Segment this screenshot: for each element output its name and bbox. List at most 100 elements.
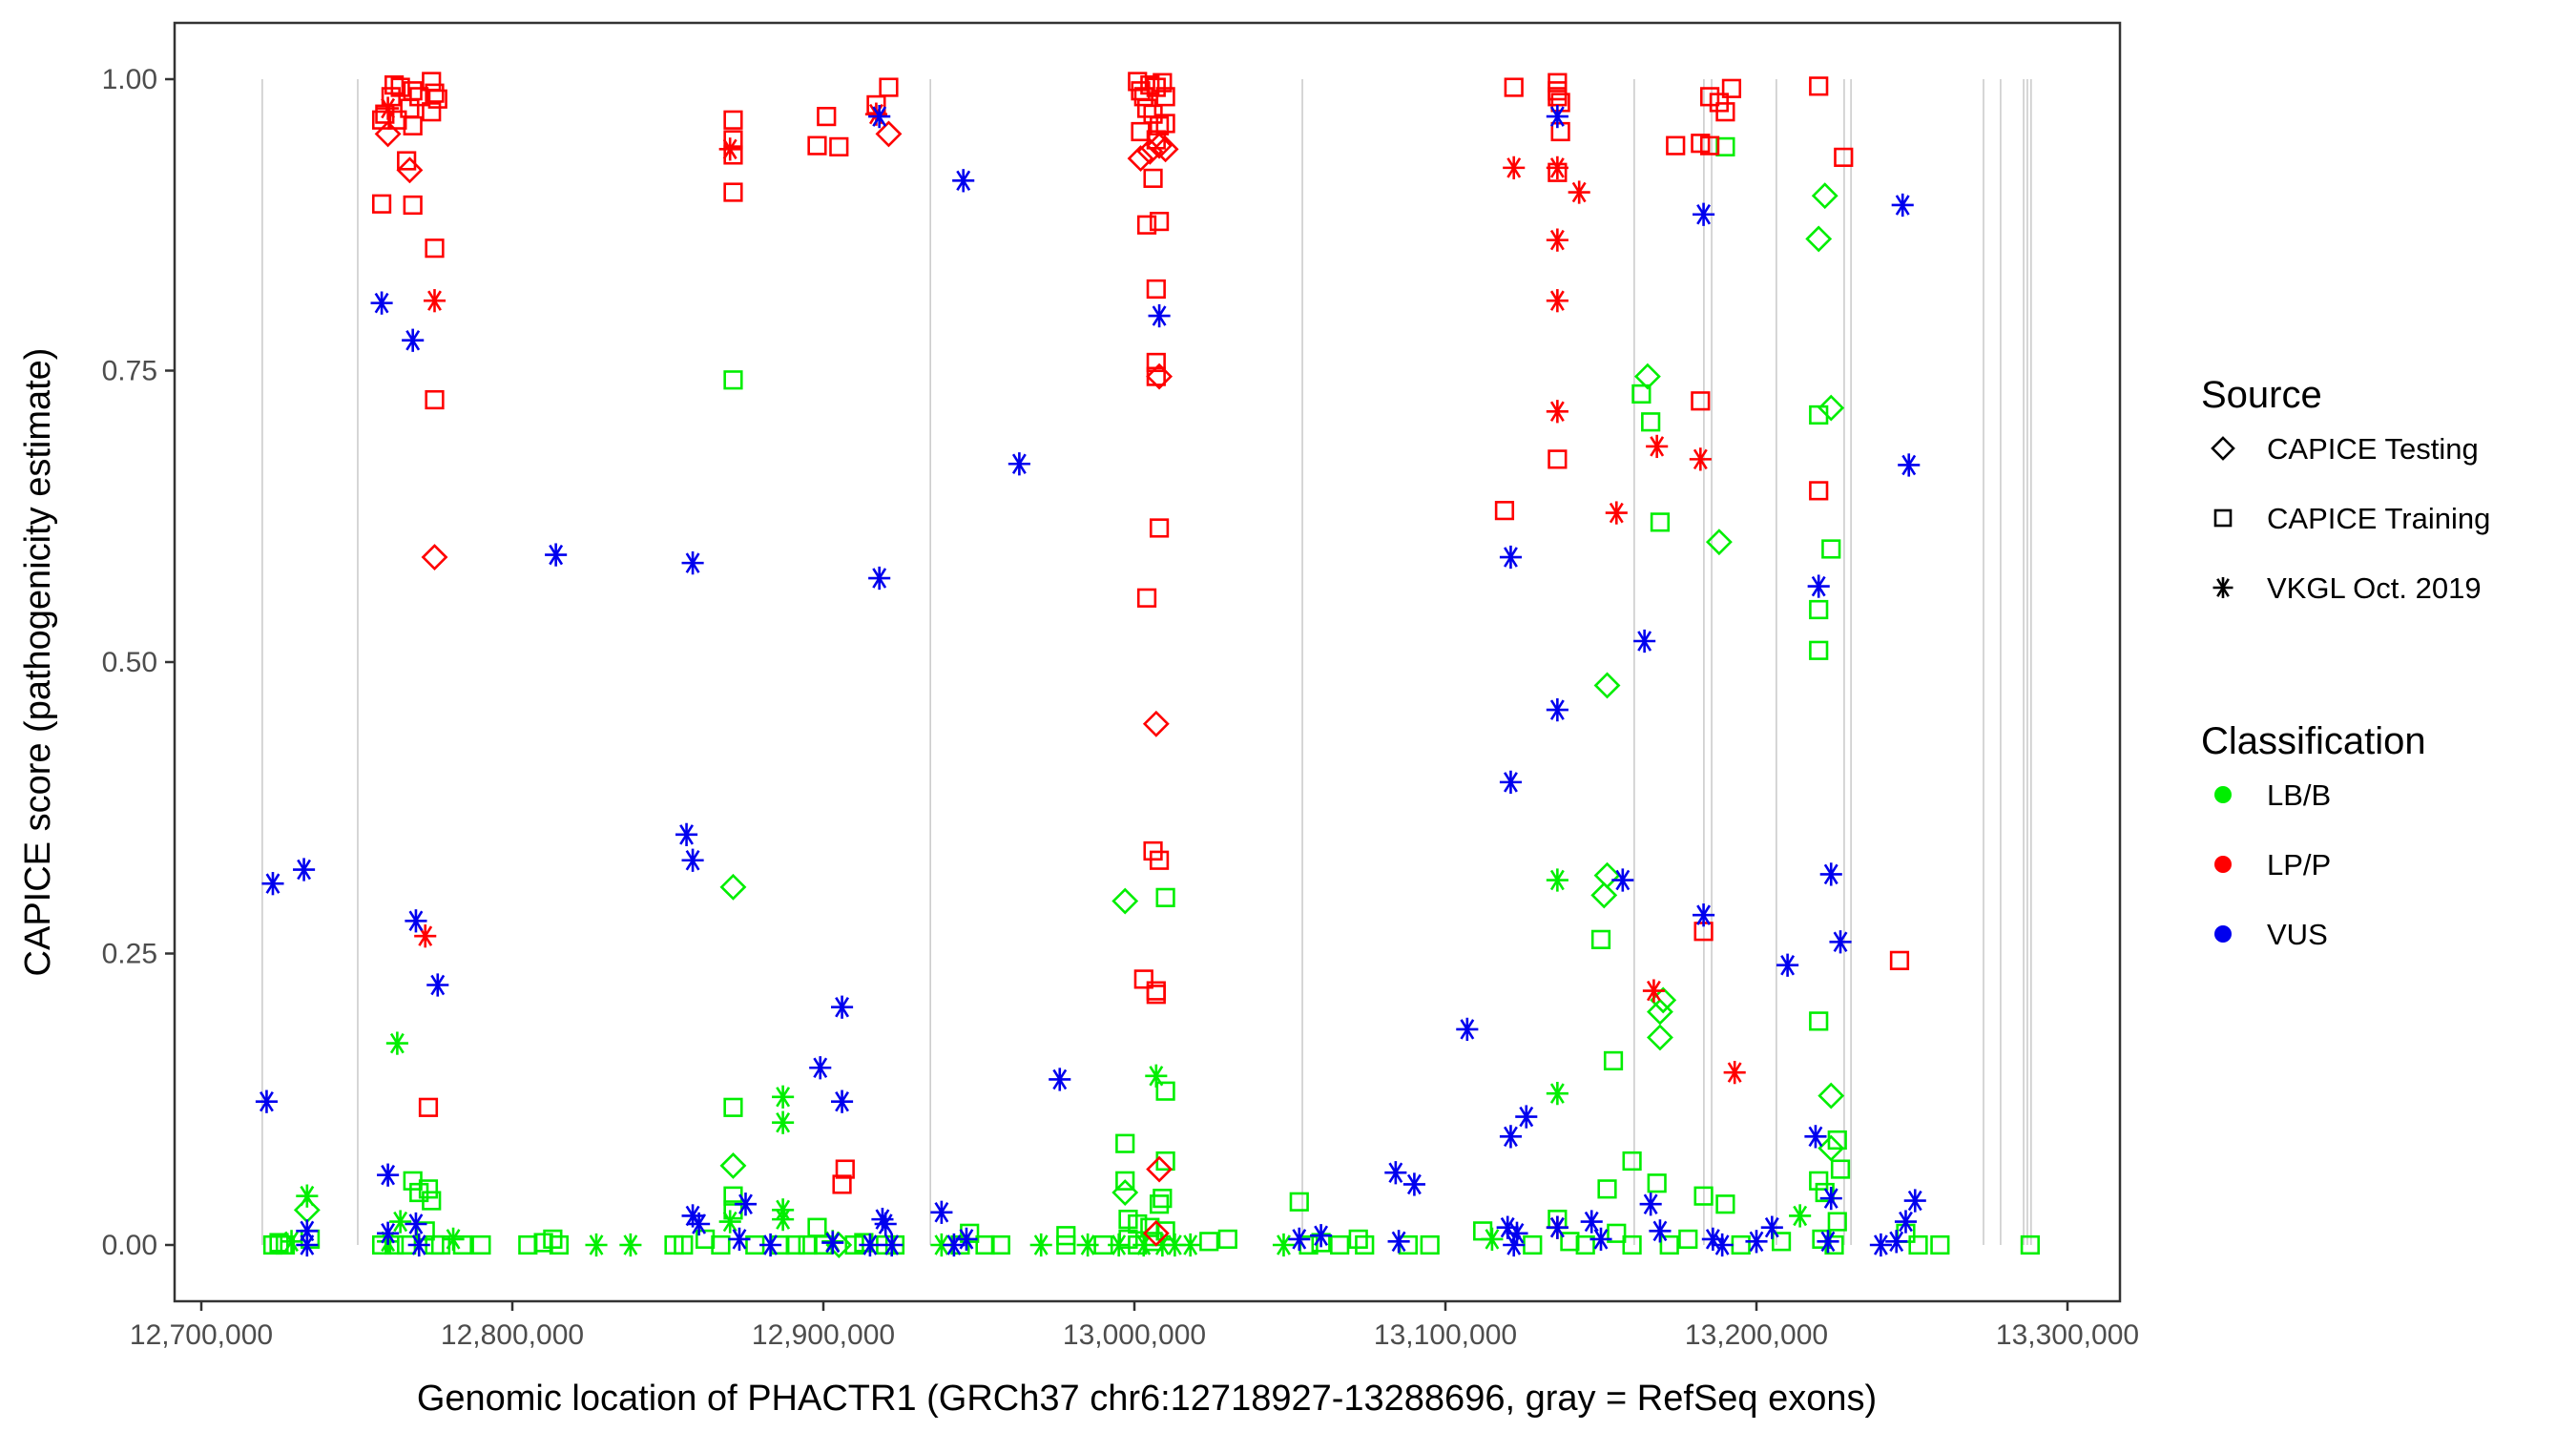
exon-lines bbox=[261, 79, 2032, 1245]
x-tick-label: 12,800,000 bbox=[441, 1319, 584, 1351]
data-point bbox=[1143, 168, 1163, 188]
data-point bbox=[664, 1234, 684, 1255]
data-point bbox=[711, 1234, 731, 1255]
data-point bbox=[723, 130, 743, 150]
data-point bbox=[1809, 76, 1829, 96]
data-point bbox=[1548, 449, 1568, 469]
data-point bbox=[1804, 1125, 1827, 1149]
x-tick-label: 13,100,000 bbox=[1374, 1319, 1517, 1351]
data-point bbox=[427, 89, 447, 109]
data-point bbox=[1546, 697, 1568, 722]
data-point bbox=[1807, 574, 1830, 598]
data-point bbox=[1049, 1068, 1071, 1091]
data-point bbox=[1152, 135, 1179, 163]
data-point bbox=[1819, 1186, 1842, 1211]
color-dot-icon bbox=[2214, 925, 2232, 943]
data-point bbox=[1029, 1233, 1052, 1257]
data-point bbox=[1885, 1230, 1908, 1254]
data-point bbox=[1496, 1215, 1519, 1239]
data-point bbox=[1633, 629, 1656, 653]
data-point bbox=[728, 1227, 751, 1252]
data-point bbox=[1146, 352, 1166, 373]
legend-item: LP/P bbox=[2214, 848, 2331, 881]
data-point bbox=[1503, 1233, 1526, 1257]
data-point bbox=[1622, 1234, 1642, 1255]
data-point bbox=[1721, 78, 1742, 98]
data-point bbox=[1711, 1233, 1734, 1257]
data-point bbox=[955, 1227, 978, 1252]
data-point bbox=[868, 566, 891, 591]
data-point bbox=[1611, 868, 1634, 892]
data-point bbox=[1605, 501, 1628, 525]
data-point bbox=[1715, 102, 1735, 122]
data-point bbox=[1809, 1011, 1829, 1031]
data-point bbox=[397, 151, 417, 171]
data-point bbox=[879, 77, 899, 97]
data-point bbox=[1633, 363, 1661, 390]
legend-item: CAPICE Testing bbox=[2211, 432, 2479, 466]
data-point bbox=[585, 1233, 608, 1257]
data-point bbox=[389, 1210, 412, 1234]
data-point bbox=[1590, 881, 1618, 909]
data-point bbox=[1811, 182, 1839, 210]
data-point bbox=[1869, 1233, 1892, 1257]
legend-label: CAPICE Training bbox=[2267, 502, 2490, 535]
data-point bbox=[385, 1031, 408, 1055]
data-point bbox=[881, 1233, 904, 1257]
data-point bbox=[1580, 1210, 1603, 1234]
data-point bbox=[1603, 1050, 1624, 1071]
data-point bbox=[1908, 1234, 1928, 1255]
data-point bbox=[719, 1151, 747, 1179]
data-point bbox=[1568, 180, 1590, 204]
data-point bbox=[1146, 985, 1166, 1005]
data-point bbox=[1136, 137, 1164, 165]
data-point bbox=[723, 145, 743, 165]
data-point bbox=[1494, 501, 1515, 521]
data-point bbox=[1809, 599, 1829, 620]
data-point bbox=[1930, 1234, 1950, 1255]
data-point bbox=[1146, 132, 1174, 159]
data-point bbox=[1771, 1232, 1792, 1252]
data-point bbox=[835, 1159, 855, 1179]
data-point bbox=[759, 1233, 782, 1257]
x-tick-label: 13,300,000 bbox=[1996, 1319, 2139, 1351]
data-point bbox=[874, 1212, 897, 1236]
x-tick-label: 12,700,000 bbox=[130, 1319, 273, 1351]
data-point bbox=[1111, 887, 1139, 915]
data-point bbox=[1146, 279, 1166, 300]
data-point bbox=[1548, 162, 1568, 182]
data-point bbox=[1650, 512, 1671, 532]
data-point bbox=[1678, 1229, 1698, 1249]
y-tick-label: 0.75 bbox=[102, 356, 157, 387]
data-point bbox=[296, 1233, 319, 1257]
data-point bbox=[1008, 452, 1030, 476]
data-point bbox=[1575, 1234, 1595, 1255]
data-point bbox=[1499, 545, 1523, 570]
data-point bbox=[1805, 225, 1833, 253]
data-point bbox=[785, 1234, 805, 1255]
square-icon bbox=[2213, 508, 2233, 528]
data-point bbox=[1111, 1179, 1139, 1206]
data-point bbox=[1136, 98, 1157, 118]
data-point bbox=[425, 238, 445, 259]
data-point bbox=[471, 1234, 491, 1255]
data-point bbox=[403, 115, 423, 135]
asterisk-icon bbox=[2212, 576, 2233, 599]
data-point bbox=[1140, 75, 1160, 95]
color-dot-icon bbox=[2214, 856, 2232, 873]
legend: Source CAPICE Testing CAPICE Training VKGL … bbox=[2201, 374, 2490, 951]
data-point bbox=[772, 1207, 795, 1232]
data-point bbox=[371, 194, 392, 214]
data-point bbox=[390, 77, 410, 97]
legend-title: Source bbox=[2201, 374, 2322, 416]
data-point bbox=[1622, 1151, 1642, 1172]
data-point bbox=[1641, 412, 1661, 432]
data-point bbox=[1148, 303, 1171, 328]
data-point bbox=[723, 182, 743, 202]
data-point bbox=[1056, 1234, 1076, 1255]
data-point bbox=[255, 1089, 279, 1113]
data-point bbox=[1149, 850, 1170, 870]
data-point bbox=[1817, 1230, 1839, 1254]
data-point bbox=[1827, 1212, 1847, 1232]
